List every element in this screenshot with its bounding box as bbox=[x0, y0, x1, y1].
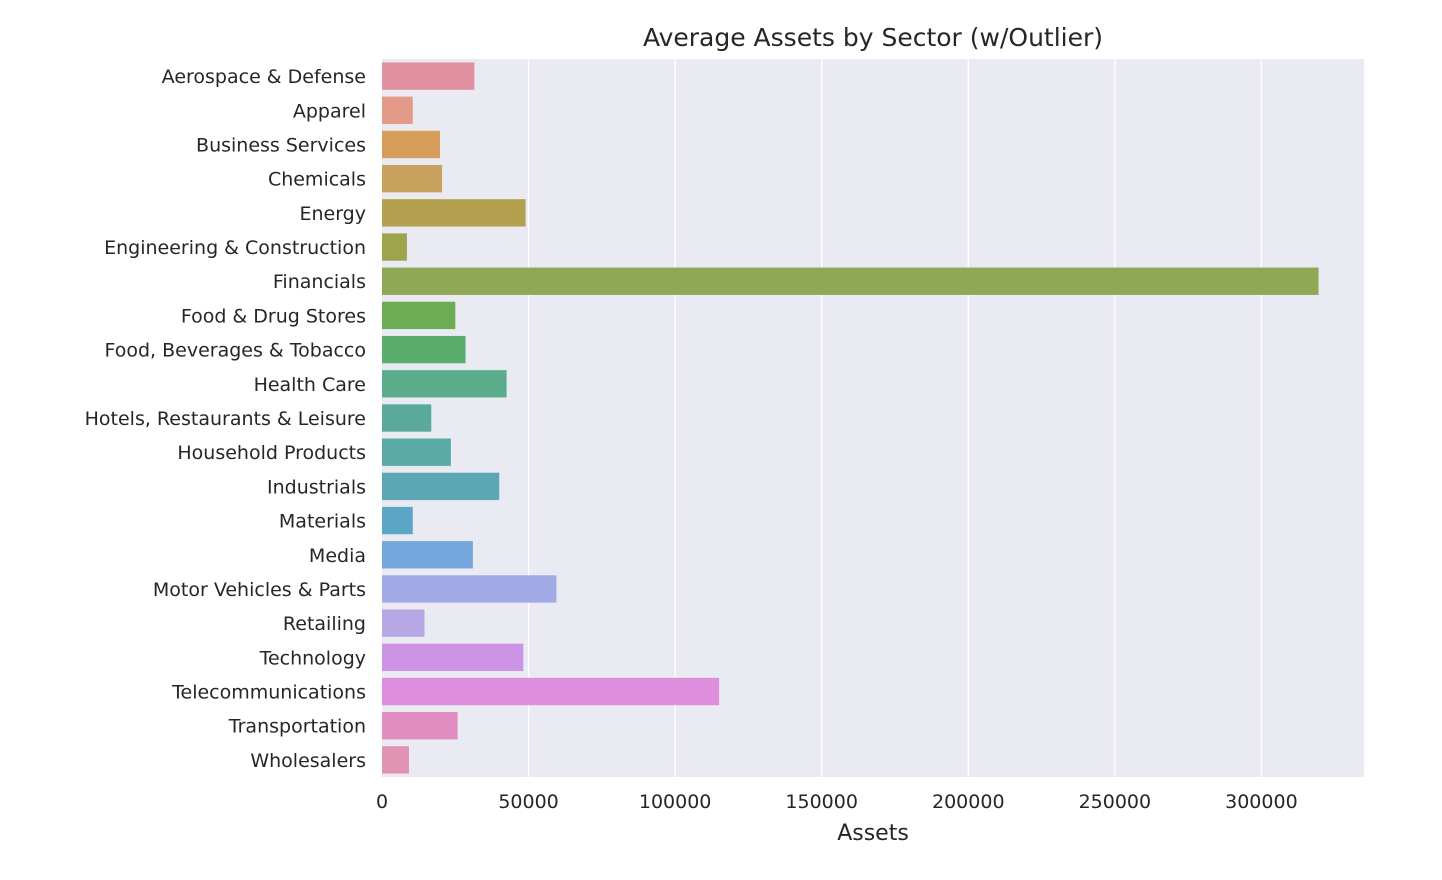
category-label: Food, Beverages & Tobacco bbox=[104, 340, 366, 362]
bar bbox=[382, 164, 443, 193]
bar bbox=[382, 712, 458, 740]
category-label: Financials bbox=[273, 271, 366, 293]
bar bbox=[382, 609, 425, 637]
bar bbox=[382, 575, 557, 603]
bar bbox=[382, 472, 500, 501]
x-axis-label: Assets bbox=[837, 821, 909, 846]
bar bbox=[382, 96, 413, 124]
category-label: Engineering & Construction bbox=[104, 237, 366, 259]
plot-background bbox=[382, 59, 1364, 777]
bar bbox=[382, 199, 526, 227]
category-label: Industrials bbox=[267, 476, 366, 498]
bar bbox=[382, 404, 432, 432]
bar bbox=[382, 506, 413, 535]
bar bbox=[382, 335, 466, 364]
category-label: Household Products bbox=[177, 442, 366, 464]
category-label: Health Care bbox=[254, 374, 366, 396]
bar bbox=[382, 746, 409, 774]
bar bbox=[382, 130, 441, 159]
category-label: Apparel bbox=[293, 100, 366, 122]
chart-title: Average Assets by Sector (w/Outlier) bbox=[643, 23, 1103, 52]
x-tick-label: 250000 bbox=[1079, 791, 1152, 813]
x-tick-label: 200000 bbox=[932, 791, 1005, 813]
x-tick-label: 100000 bbox=[639, 791, 712, 813]
x-tick-label: 50000 bbox=[498, 791, 558, 813]
x-tick-labels: 0 50000 100000 150000 200000 250000 300000 bbox=[376, 791, 1298, 813]
bar bbox=[382, 438, 451, 466]
x-tick-label: 150000 bbox=[785, 791, 858, 813]
category-label: Technology bbox=[259, 647, 366, 669]
bar bbox=[382, 370, 507, 398]
bar bbox=[382, 541, 473, 569]
x-tick-label: 0 bbox=[376, 791, 388, 813]
category-label: Motor Vehicles & Parts bbox=[153, 579, 366, 601]
category-label: Wholesalers bbox=[250, 750, 366, 772]
bar bbox=[382, 301, 456, 330]
category-label: Retailing bbox=[283, 613, 366, 635]
bar bbox=[382, 233, 407, 261]
category-label: Business Services bbox=[196, 134, 366, 156]
category-label: Chemicals bbox=[268, 169, 366, 191]
bar bbox=[382, 62, 475, 90]
bars bbox=[382, 62, 1319, 774]
category-label: Transportation bbox=[228, 716, 366, 738]
bar bbox=[382, 677, 720, 706]
bar bbox=[382, 267, 1319, 295]
category-label: Hotels, Restaurants & Leisure bbox=[85, 408, 366, 430]
x-tick-label: 300000 bbox=[1225, 791, 1298, 813]
category-label: Food & Drug Stores bbox=[181, 305, 366, 327]
category-label: Energy bbox=[299, 203, 366, 225]
category-label: Materials bbox=[279, 511, 366, 533]
bar bbox=[382, 643, 524, 672]
category-labels: Aerospace & Defense Apparel Business Servi… bbox=[85, 66, 366, 772]
category-label: Media bbox=[309, 545, 366, 567]
category-label: Telecommunications bbox=[171, 682, 366, 704]
gridlines bbox=[527, 59, 1263, 777]
category-label: Aerospace & Defense bbox=[162, 66, 366, 88]
